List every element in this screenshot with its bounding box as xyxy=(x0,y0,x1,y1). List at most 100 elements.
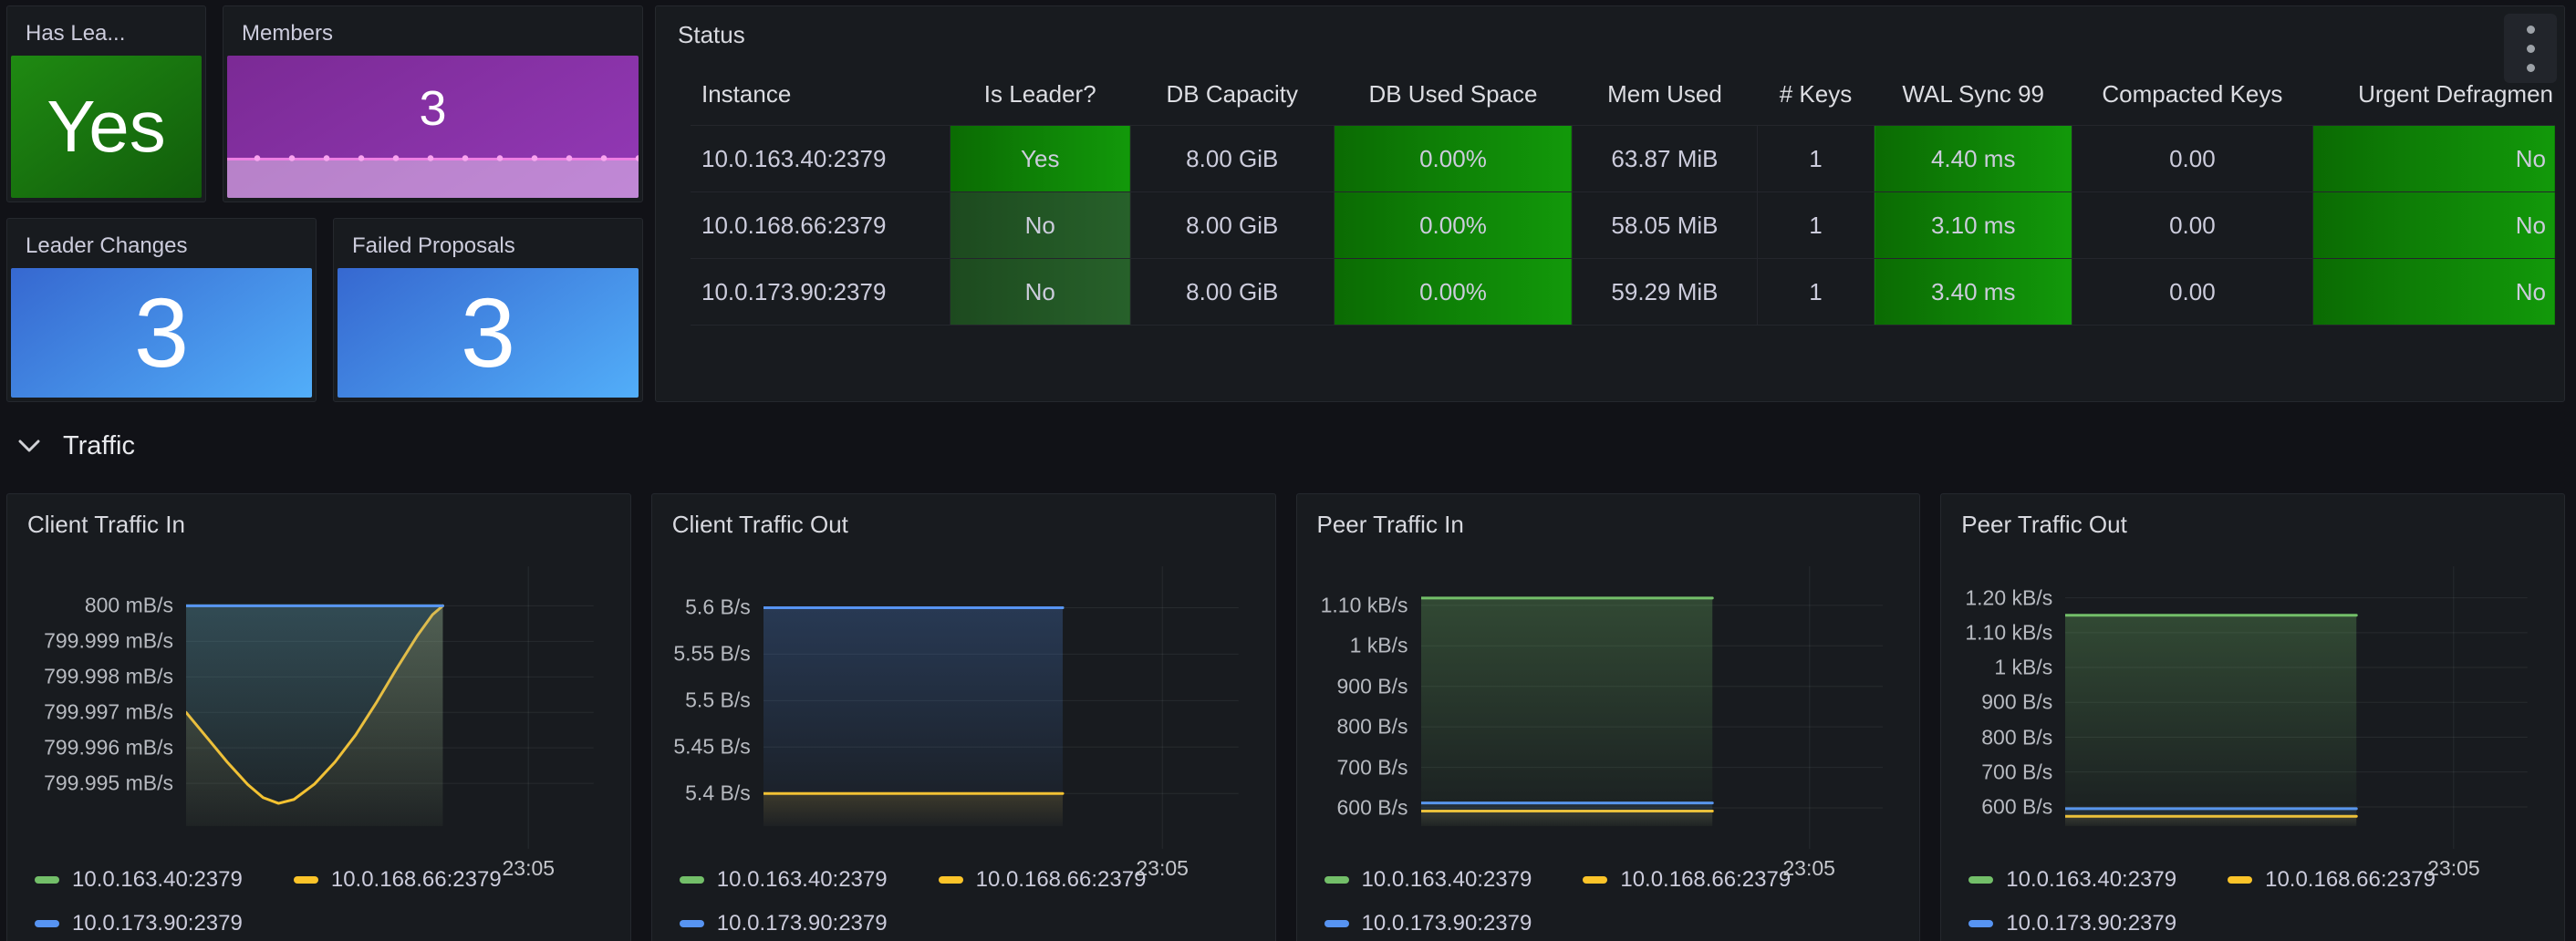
column-header-instance[interactable]: Instance xyxy=(701,80,792,108)
cell-db_used: 0.00% xyxy=(1333,191,1573,259)
table-row: 10.0.173.90:2379 No 8.00 GiB 0.00% 59.29 MiB… xyxy=(691,258,2555,326)
cell-defrag: No xyxy=(2311,191,2555,259)
cell-compacted: 0.00 xyxy=(2072,191,2313,259)
column-header-keys[interactable]: # Keys xyxy=(1779,80,1853,108)
stat-panel-members: Members 3 xyxy=(223,5,643,202)
stat-panel-failed-proposals: Failed Proposals 3 xyxy=(333,218,643,402)
panel-title-failed-proposals[interactable]: Failed Proposals xyxy=(352,233,515,258)
kebab-menu-icon xyxy=(2526,25,2535,34)
cell-mem_used: 63.87 MiB xyxy=(1572,125,1758,192)
legend-swatch xyxy=(679,920,704,927)
x-tick-label: 23:05 xyxy=(1136,856,1189,880)
y-tick-label: 700 B/s xyxy=(1336,755,1408,780)
legend-label: 10.0.168.66:2379 xyxy=(1620,867,1792,892)
chart-plot-area[interactable]: 23:05 xyxy=(186,566,594,880)
legend-item[interactable]: 10.0.168.66:2379 xyxy=(2228,867,2436,893)
stat-row-1: Has Lea... Yes Members 3 xyxy=(6,5,643,202)
chart-plot-area[interactable]: 23:05 xyxy=(1420,566,1884,880)
y-tick-label: 799.996 mB/s xyxy=(44,735,173,760)
legend-swatch xyxy=(2228,876,2253,884)
stat-panels: Has Lea... Yes Members 3 Leader Changes 3 Fail… xyxy=(6,5,643,402)
chart-plot-area[interactable]: 23:05 xyxy=(2065,566,2528,880)
legend-item[interactable]: 10.0.168.66:2379 xyxy=(938,867,1147,893)
legend-label: 10.0.168.66:2379 xyxy=(975,867,1147,892)
cell-wal_sync: 4.40 ms xyxy=(1874,125,2072,192)
legend-label: 10.0.173.90:2379 xyxy=(1361,911,1532,936)
legend-item[interactable]: 10.0.173.90:2379 xyxy=(679,911,888,936)
legend-label: 10.0.173.90:2379 xyxy=(716,911,888,936)
stat-value-members: 3 xyxy=(419,81,447,136)
x-tick-label: 23:05 xyxy=(2427,856,2480,880)
panel-title-client-traffic-in[interactable]: Client Traffic In xyxy=(27,511,185,538)
legend-item[interactable]: 10.0.173.90:2379 xyxy=(35,911,243,936)
legend-item[interactable]: 10.0.163.40:2379 xyxy=(1324,867,1532,893)
legend-item[interactable]: 10.0.163.40:2379 xyxy=(35,867,243,893)
y-tick-label: 900 B/s xyxy=(1981,689,2053,714)
column-header-compacted[interactable]: Compacted Keys xyxy=(2102,80,2283,108)
panel-title-members[interactable]: Members xyxy=(242,21,334,46)
legend-label: 10.0.173.90:2379 xyxy=(72,911,243,936)
column-header-defrag[interactable]: Urgent Defragmen xyxy=(2358,80,2553,108)
y-tick-label: 1.10 kB/s xyxy=(1320,593,1408,617)
y-tick-label: 1.20 kB/s xyxy=(1965,585,2053,610)
legend-label: 10.0.168.66:2379 xyxy=(330,867,502,892)
legend-swatch xyxy=(1324,876,1349,884)
section-title: Traffic xyxy=(63,430,135,460)
y-tick-label: 700 B/s xyxy=(1981,760,2053,784)
y-axis: 800 mB/s 799.999 mB/s 799.998 mB/s 799.997 … xyxy=(7,566,186,849)
column-header-db_used[interactable]: DB Used Space xyxy=(1368,80,1538,108)
chart-svg xyxy=(763,566,1239,849)
y-axis: 1.10 kB/s 1 kB/s 900 B/s 800 B/s 700 B/s 600 … xyxy=(1297,566,1421,849)
chart-plot-area[interactable]: 23:05 xyxy=(763,566,1239,880)
x-tick-label: 23:05 xyxy=(502,856,556,880)
cell-keys: 1 xyxy=(1756,258,1875,326)
cell-compacted: 0.00 xyxy=(2072,258,2313,326)
traffic-charts: Client Traffic In 800 mB/s 799.999 mB/s 799… xyxy=(6,493,2565,941)
column-header-mem_used[interactable]: Mem Used xyxy=(1607,80,1722,108)
y-tick-label: 5.5 B/s xyxy=(685,688,751,712)
y-tick-label: 799.997 mB/s xyxy=(44,699,173,724)
chart-body: 5.6 B/s 5.55 B/s 5.5 B/s 5.45 B/s 5.4 B/s 23:… xyxy=(652,566,1275,880)
chart-body: 1.20 kB/s 1.10 kB/s 1 kB/s 900 B/s 800 B/s 70… xyxy=(1941,566,2564,880)
panel-title-has-leader[interactable]: Has Lea... xyxy=(26,21,126,46)
cell-mem_used: 59.29 MiB xyxy=(1572,258,1758,326)
stat-background-failed-proposals: 3 xyxy=(338,268,639,398)
legend-item[interactable]: 10.0.163.40:2379 xyxy=(1968,867,2176,893)
column-header-wal_sync[interactable]: WAL Sync 99 xyxy=(1902,80,2045,108)
cell-db_used: 0.00% xyxy=(1333,125,1573,192)
cell-defrag: No xyxy=(2311,125,2555,192)
legend-label: 10.0.163.40:2379 xyxy=(2006,867,2177,892)
y-tick-label: 5.55 B/s xyxy=(673,641,751,666)
cell-wal_sync: 3.10 ms xyxy=(1874,191,2072,259)
stat-panel-leader-changes: Leader Changes 3 xyxy=(6,218,317,402)
legend-item[interactable]: 10.0.168.66:2379 xyxy=(293,867,502,893)
legend-item[interactable]: 10.0.163.40:2379 xyxy=(679,867,888,893)
panel-menu-button[interactable] xyxy=(2504,14,2557,83)
panel-title-peer-traffic-out[interactable]: Peer Traffic Out xyxy=(1961,511,2127,538)
column-header-db_capacity[interactable]: DB Capacity xyxy=(1166,80,1299,108)
legend-item[interactable]: 10.0.168.66:2379 xyxy=(1583,867,1791,893)
stat-value-has-leader: Yes xyxy=(47,86,166,167)
kebab-menu-icon xyxy=(2526,44,2535,53)
legend-item[interactable]: 10.0.173.90:2379 xyxy=(1968,911,2176,936)
chart-body: 1.10 kB/s 1 kB/s 900 B/s 800 B/s 700 B/s 600 … xyxy=(1297,566,1920,880)
x-tick-label: 23:05 xyxy=(1782,856,1835,880)
y-tick-label: 1 kB/s xyxy=(1349,633,1408,657)
chart-panel-peer-traffic-in: Peer Traffic In 1.10 kB/s 1 kB/s 900 B/s 800… xyxy=(1295,493,1921,941)
legend-label: 10.0.173.90:2379 xyxy=(2006,911,2177,936)
kebab-menu-icon xyxy=(2526,63,2535,72)
legend-swatch xyxy=(1968,876,1994,884)
panel-title-status[interactable]: Status xyxy=(678,21,745,48)
legend-label: 10.0.163.40:2379 xyxy=(72,867,243,892)
chart-panel-peer-traffic-out: Peer Traffic Out 1.20 kB/s 1.10 kB/s 1 kB/s… xyxy=(1940,493,2565,941)
legend-item[interactable]: 10.0.173.90:2379 xyxy=(1324,911,1532,936)
panel-title-peer-traffic-in[interactable]: Peer Traffic In xyxy=(1316,511,1464,538)
row-toggle-traffic[interactable]: Traffic xyxy=(17,420,2565,471)
panel-title-leader-changes[interactable]: Leader Changes xyxy=(26,233,188,258)
y-tick-label: 800 B/s xyxy=(1336,714,1408,739)
top-row: Has Lea... Yes Members 3 Leader Changes 3 Fail… xyxy=(6,5,2565,402)
panel-title-client-traffic-out[interactable]: Client Traffic Out xyxy=(671,511,848,538)
legend-swatch xyxy=(1968,920,1994,927)
column-header-is_leader[interactable]: Is Leader? xyxy=(983,80,1096,108)
